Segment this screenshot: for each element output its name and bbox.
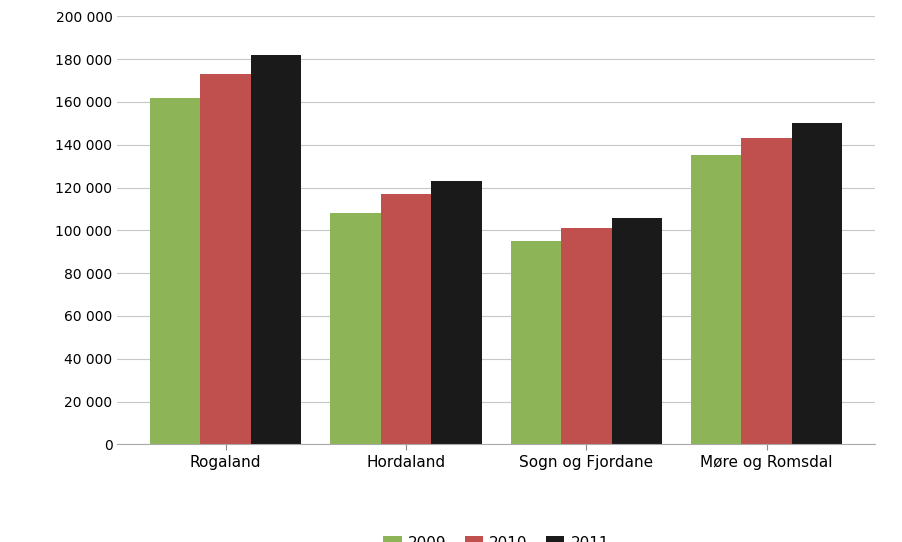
Bar [330, 213, 381, 444]
Bar [431, 181, 482, 444]
Bar [511, 241, 561, 444]
Bar [200, 74, 251, 444]
Bar [792, 123, 842, 444]
Bar [251, 55, 301, 444]
Bar [612, 217, 662, 444]
Legend: 2009, 2010, 2011: 2009, 2010, 2011 [377, 530, 615, 542]
Bar [381, 194, 431, 444]
Bar [561, 228, 612, 444]
Bar [691, 156, 741, 444]
Bar [150, 98, 200, 444]
Bar [741, 138, 792, 444]
